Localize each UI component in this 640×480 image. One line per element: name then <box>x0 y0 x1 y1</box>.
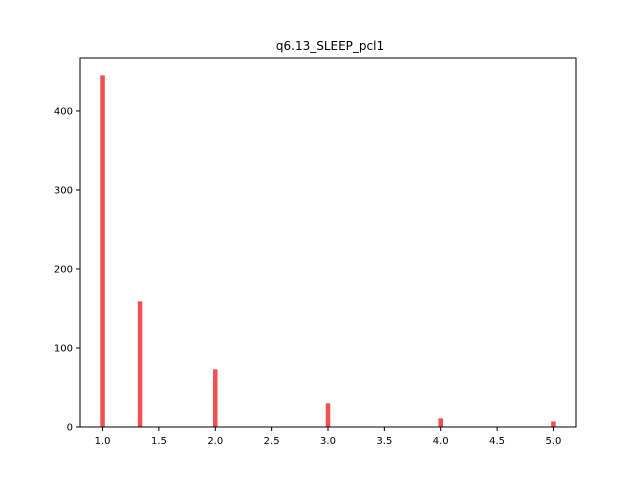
y-tick-label: 400 <box>54 106 73 117</box>
y-tick-label: 200 <box>54 264 73 275</box>
x-tick-label: 3.0 <box>320 436 336 447</box>
y-tick-label: 0 <box>67 423 73 434</box>
x-axis: 1.0 1.5 2.0 2.5 3.0 3.5 4.0 4.5 5.0 <box>95 427 562 447</box>
chart-title: q6.13_SLEEP_pcl1 <box>276 39 384 53</box>
x-tick-label: 3.5 <box>376 436 392 447</box>
histogram-bar <box>213 369 218 427</box>
x-tick-label: 2.5 <box>264 436 280 447</box>
x-tick-label: 2.0 <box>207 436 223 447</box>
histogram-bar <box>438 418 443 427</box>
x-tick-label: 5.0 <box>546 436 562 447</box>
bars-group <box>100 75 556 427</box>
histogram-bar <box>137 301 143 427</box>
plot-frame <box>79 57 577 428</box>
histogram-bar <box>551 421 556 427</box>
y-tick-label: 100 <box>54 343 73 354</box>
x-tick-label: 4.0 <box>433 436 449 447</box>
histogram-bar <box>325 403 331 427</box>
histogram-bar <box>100 75 105 427</box>
y-tick-label: 300 <box>54 185 73 196</box>
x-tick-label: 1.0 <box>95 436 111 447</box>
x-tick-label: 4.5 <box>489 436 505 447</box>
y-axis: 0 100 200 300 400 <box>54 106 80 434</box>
x-tick-label: 1.5 <box>151 436 167 447</box>
